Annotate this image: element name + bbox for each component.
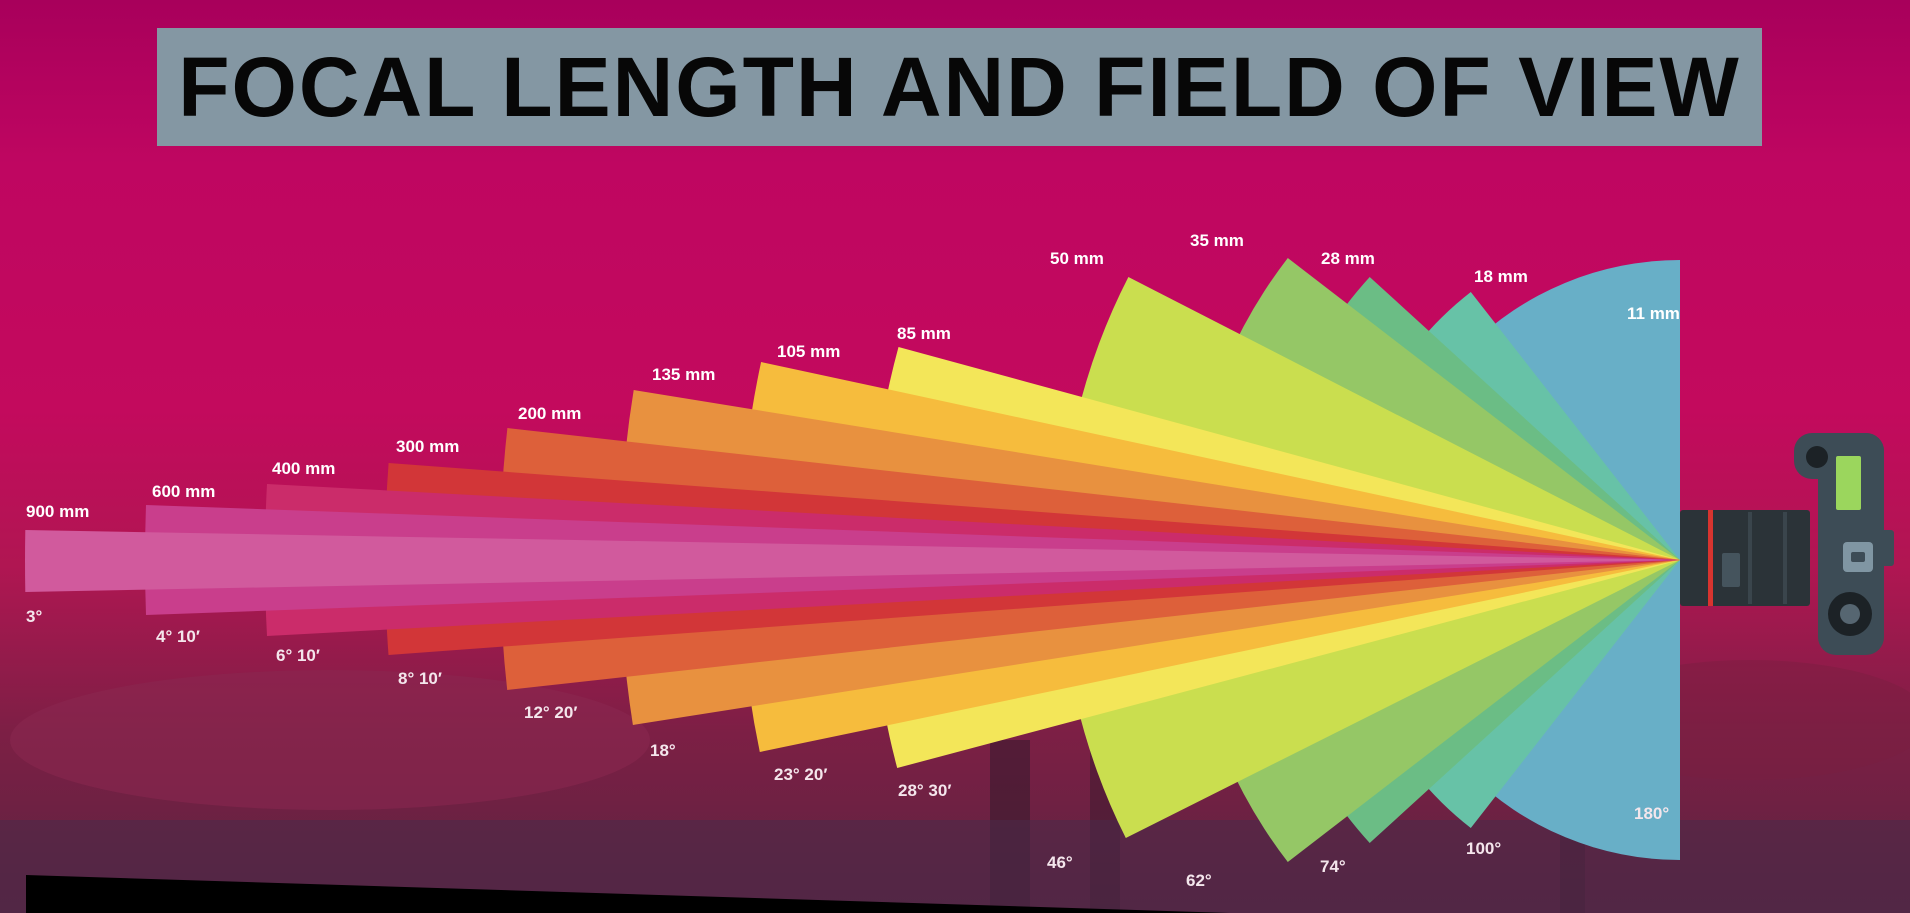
view-angle-label: 180°	[1634, 804, 1669, 823]
focal-length-label: 400 mm	[272, 459, 335, 478]
focal-length-label: 135 mm	[652, 365, 715, 384]
focal-length-label: 11 mm	[1627, 304, 1680, 323]
camera-grip	[1880, 530, 1894, 566]
lens-switch	[1722, 553, 1740, 587]
view-angle-label: 62°	[1186, 871, 1212, 890]
lens-ring-divider	[1748, 512, 1752, 604]
view-angle-label: 18°	[650, 741, 676, 760]
view-angle-label: 8° 10′	[398, 669, 442, 688]
focal-length-label: 900 mm	[26, 502, 89, 521]
foreground-shadow	[26, 875, 1230, 913]
camera-dial-center	[1840, 604, 1860, 624]
lens-ring-divider	[1783, 512, 1787, 604]
focal-length-label: 105 mm	[777, 342, 840, 361]
page-title: FOCAL LENGTH AND FIELD OF VIEW	[178, 39, 1741, 134]
view-angle-label: 12° 20′	[524, 703, 577, 722]
focal-length-label: 28 mm	[1321, 249, 1375, 268]
view-angle-label: 100°	[1466, 839, 1501, 858]
view-angle-label: 6° 10′	[276, 646, 320, 665]
focal-length-label: 50 mm	[1050, 249, 1104, 268]
view-angle-label: 23° 20′	[774, 765, 827, 784]
view-angle-label: 4° 10′	[156, 627, 200, 646]
camera-icon	[1680, 433, 1894, 655]
view-angle-label: 28° 30′	[898, 781, 951, 800]
focal-length-label: 600 mm	[152, 482, 215, 501]
focal-length-label: 200 mm	[518, 404, 581, 423]
shutter-button-icon	[1806, 446, 1828, 468]
focal-length-label: 300 mm	[396, 437, 459, 456]
lens-red-ring	[1708, 510, 1713, 606]
view-angle-label: 74°	[1320, 857, 1346, 876]
mode-dial-mark	[1851, 552, 1865, 562]
camera-lens	[1680, 510, 1810, 606]
focal-length-label: 18 mm	[1474, 267, 1528, 286]
view-angle-label: 46°	[1047, 853, 1073, 872]
focal-length-label: 35 mm	[1190, 231, 1244, 250]
fov-wedge-900mm	[25, 530, 1680, 592]
viewfinder-screen	[1836, 456, 1861, 510]
title-banner: FOCAL LENGTH AND FIELD OF VIEW	[157, 28, 1762, 146]
view-angle-label: 3°	[26, 607, 42, 626]
focal-length-label: 85 mm	[897, 324, 951, 343]
